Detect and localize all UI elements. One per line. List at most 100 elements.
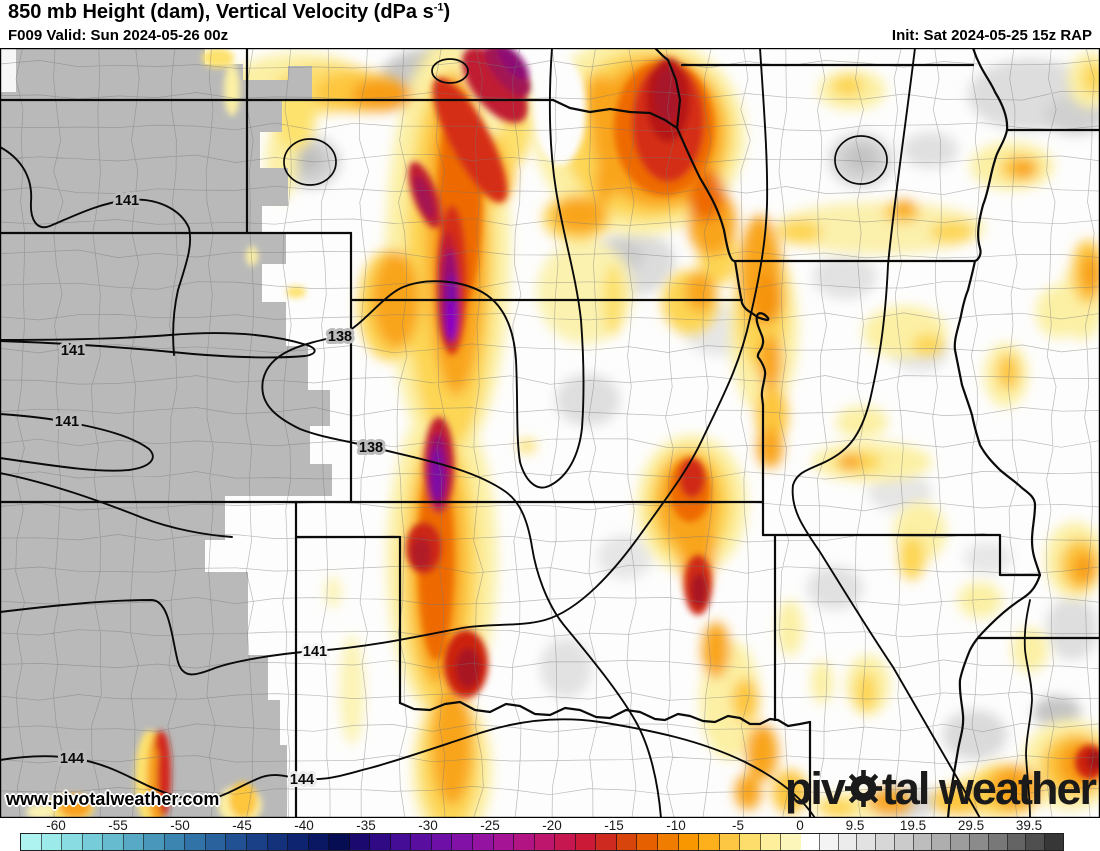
colorbar-cell [144,834,165,850]
contour-label: 144 [60,751,84,767]
colorbar-cell [247,834,268,850]
colorbar-cell [1045,834,1063,850]
colorbar-cell [801,834,820,850]
contour-label: 144 [290,772,314,788]
colorbar-tick: -15 [604,818,624,833]
logo-text-left: piv [784,763,846,814]
contour-label: 141 [55,414,79,430]
state-borders [0,48,1100,818]
colorbar-cell [473,834,494,850]
init-time-label: Init: Sat 2024-05-25 15z RAP [891,27,1092,44]
contour-label: 138 [359,440,383,456]
contour-141-east [791,48,981,818]
colorbar-cell [819,834,839,850]
colorbar-cell [370,834,391,850]
contour-label: 141 [115,193,139,209]
contour-label: 141 [303,644,327,660]
colorbar-positive-cells [801,834,1063,850]
colorbar-tick: 9.5 [845,818,865,833]
colorbar-cell [740,834,761,850]
river-missouri [551,48,770,407]
terrain-mask [0,48,332,818]
colorbar-cell [41,834,63,850]
colorbar-cell [1026,834,1046,850]
colorbar-cell [913,834,933,850]
gear-icon [844,769,882,814]
colorbar-tick: -55 [108,818,128,833]
colorbar-cell [637,834,658,850]
colorbar-cell [970,834,989,850]
colorbar-cell [894,834,914,850]
county-boundaries [0,48,1100,818]
colorbar-tick: -10 [666,818,686,833]
header: 850 mb Height (dam), Vertical Velocity (… [0,0,1100,48]
colorbar-tick: 39.5 [1015,818,1043,833]
colorbar-tick: -60 [46,818,66,833]
colorbar-cell [678,834,700,850]
border-mo-ar [773,533,1042,577]
colorbar-cell [988,834,1008,850]
river-st-francis [1023,599,1033,818]
colorbar-cell [493,834,515,850]
colorbar-cell [267,834,289,850]
colorbar-gradient [20,833,1064,851]
website-watermark: www.pivotalweather.com [6,789,220,809]
colorbar-cell [699,834,720,850]
colorbar-cell [205,834,227,850]
colorbar-tick: -50 [170,818,190,833]
mask-gap [0,48,16,92]
colorbar-negative-cells [21,834,801,850]
colorbar-cell [431,834,453,850]
colorbar-cell [719,834,741,850]
river-red [398,700,812,728]
valid-time-label: F009 Valid: Sun 2024-05-26 00z [8,27,229,44]
colorbar-cell [514,834,535,850]
colorbar-cell [226,834,248,850]
colorbar-cell [185,834,206,850]
contour-label: 141 [61,343,85,359]
colorbar-tick: -5 [731,818,745,833]
colorbar-cell [951,834,971,850]
colorbar-tick: -25 [480,818,500,833]
colorbar-cell [390,834,412,850]
colorbar-tick: 29.5 [957,818,985,833]
colorbar-cell [82,834,104,850]
pivotal-weather-logo: piv tal weather [784,763,1097,814]
river-mississippi [946,48,1042,818]
colorbar-cell [411,834,432,850]
colorbar-cell [21,834,42,850]
colorbar-cell [932,834,952,850]
colorbar-cell [62,834,83,850]
page-title: 850 mb Height (dam), Vertical Velocity (… [8,1,451,23]
colorbar-cell [838,834,858,850]
colorbar: -60 -55 -50 -45 -40 -35 -30 -25 -20 -15 -10 -5 0 9.5 1… [0,818,1100,851]
colorbar-tick: 0 [796,818,804,833]
colorbar-tick: -30 [418,818,438,833]
contour-144 [0,718,816,818]
colorbar-cell [760,834,782,850]
colorbar-cell [616,834,638,850]
colorbar-cell [452,834,474,850]
colorbar-tick: -35 [356,818,376,833]
colorbar-cell [781,834,801,850]
contour-141 [0,48,769,676]
colorbar-cell [1007,834,1027,850]
contour-label-group: 141 141 141 138 138 141 144 144 [52,190,386,791]
colorbar-cell [308,834,330,850]
colorbar-tick: -40 [294,818,314,833]
colorbar-cell [857,834,877,850]
colorbar-cell [288,834,309,850]
contour-138 [261,48,662,818]
colorbar-cell [575,834,597,850]
colorbar-cell [164,834,186,850]
logo-text-right: tal weather [881,763,1097,814]
colorbar-cell [596,834,617,850]
colorbar-cell [349,834,371,850]
colorbar-cell [123,834,145,850]
colorbar-cell [329,834,350,850]
colorbar-tick: -20 [542,818,562,833]
colorbar-cell [657,834,679,850]
title-superscript: -1 [433,1,444,14]
